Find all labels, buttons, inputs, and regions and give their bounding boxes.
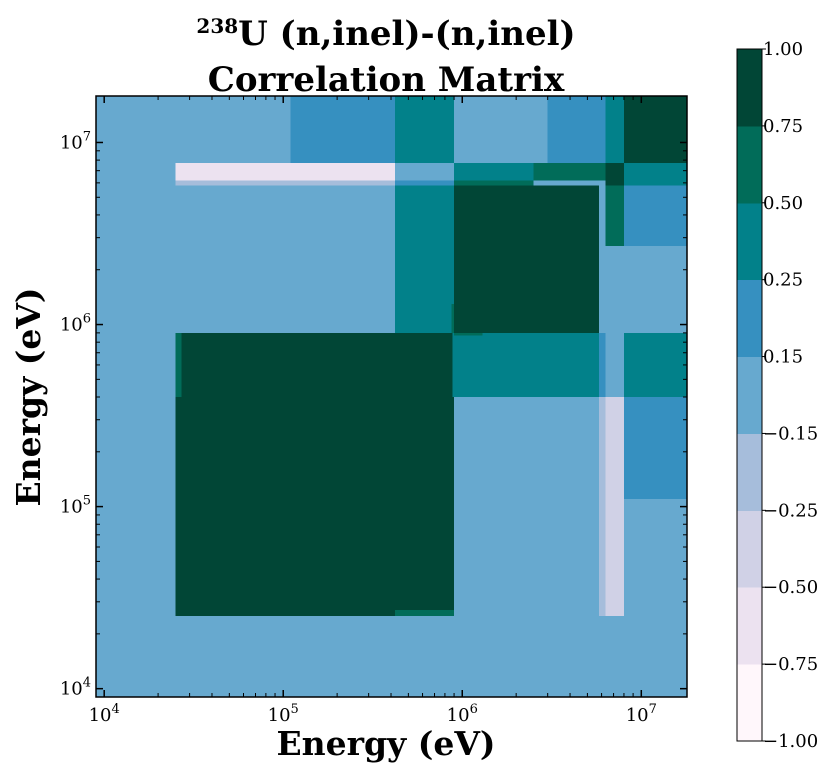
heatmap-cell [175, 180, 395, 186]
colorbar-tick-label: −1.00 [763, 731, 818, 752]
heatmap-cell [454, 332, 483, 336]
heatmap-cell [394, 185, 455, 333]
colorbar-tick-label: −0.25 [763, 500, 818, 521]
chart-title-line1: 238U (n,inel)-(n,inel) [196, 14, 575, 54]
heatmap-cell [454, 180, 534, 186]
heatmap-cell [598, 332, 606, 397]
x-tick-label: 106 [447, 702, 478, 726]
colorbar-tick-label: 1.00 [763, 39, 803, 60]
heatmap-cell [605, 332, 624, 397]
heatmap-cell [394, 180, 455, 186]
heatmap-cell [452, 332, 599, 397]
heatmap-cell [454, 185, 606, 333]
heatmap-cell [605, 185, 624, 247]
heatmap-cell [598, 396, 606, 617]
colorbar-tick-label: 0.50 [763, 193, 803, 214]
heatmap-cell [451, 303, 455, 333]
heatmap-cell [623, 96, 687, 164]
title-main: U (n,inel)-(n,inel) [238, 14, 575, 54]
x-axis-label: Energy (eV) [276, 724, 495, 763]
heatmap-cell [175, 332, 455, 617]
heatmap-cell [623, 332, 687, 397]
colorbar-tick-label: 0.25 [763, 270, 803, 291]
colorbar-segment [737, 125, 762, 204]
y-axis-label: Energy (eV) [9, 287, 48, 506]
y-tick-label: 105 [60, 494, 91, 518]
chart-title-line2: Correlation Matrix [208, 60, 565, 100]
colorbar-tick-label: 0.15 [763, 347, 803, 368]
colorbar-segment [737, 587, 762, 665]
colorbar-segment [737, 510, 762, 588]
x-tick-label: 107 [626, 702, 657, 726]
colorbar-segment [737, 202, 762, 281]
heatmap-cell [175, 332, 182, 397]
colorbar-segment [737, 279, 762, 358]
y-tick-label: 107 [60, 129, 91, 153]
x-tick-label: 104 [89, 702, 120, 726]
heatmap-cell [394, 96, 455, 164]
heatmap-cells [96, 96, 687, 697]
colorbar-tick-label: 0.75 [763, 116, 803, 137]
heatmap-cell [605, 246, 624, 333]
heatmap-cell [394, 163, 455, 181]
plot-frame [95, 95, 688, 698]
heatmap-cell [623, 396, 687, 500]
heatmap-cell [623, 185, 687, 247]
y-tick-label: 106 [60, 312, 91, 336]
heatmap-cell [605, 163, 624, 186]
y-axis-ticks: 104 105 106 107 [60, 129, 687, 700]
y-tick-label: 104 [60, 676, 91, 700]
heatmap-cell [605, 96, 624, 164]
heatmap-cell [454, 163, 534, 186]
heatmap-cell [533, 163, 606, 181]
heatmap-cell [623, 163, 687, 186]
colorbar-segment [737, 49, 762, 127]
heatmap-cell [454, 96, 548, 164]
colorbar-segment [737, 433, 762, 511]
heatmap-cell [394, 610, 455, 617]
colorbar-segment [737, 356, 762, 434]
colorbar-tick-label: −0.50 [763, 577, 818, 598]
colorbar-segment [737, 664, 762, 742]
heatmap-cell [175, 163, 395, 181]
colorbar-tick-label: −0.75 [763, 654, 818, 675]
x-tick-label: 105 [268, 702, 299, 726]
heatmap-cell [623, 246, 687, 333]
heatmap-cell [290, 96, 395, 164]
title-superscript: 238 [196, 14, 238, 38]
heatmap-cell [598, 185, 606, 333]
colorbar-frame [736, 48, 763, 742]
chart-title: 238U (n,inel)-(n,inel) Correlation Matri… [196, 14, 575, 100]
heatmap-cell [547, 96, 606, 164]
colorbar-tick-label: −0.15 [763, 423, 818, 444]
colorbar: −1.00 −0.75 −0.50 −0.25 −0.15 0.15 0.25 0.50 0.7… [736, 39, 818, 752]
